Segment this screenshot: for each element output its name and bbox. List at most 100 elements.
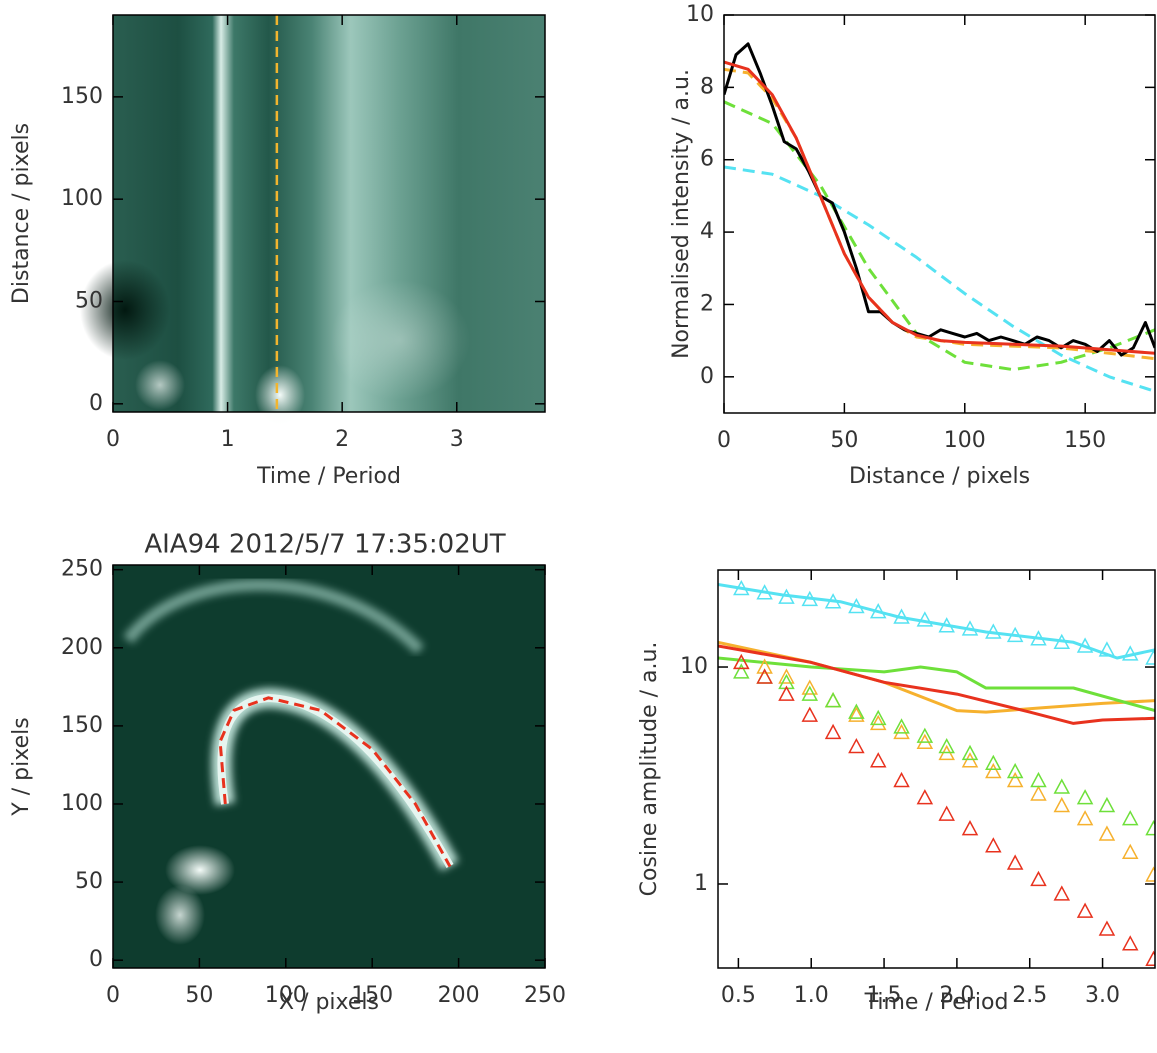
triangle-marker: [1098, 641, 1116, 657]
triangle-marker: [756, 584, 773, 600]
x-tick-label: 1.5: [867, 983, 902, 1008]
y-tick-label: 0: [700, 364, 714, 389]
triangle-marker: [869, 603, 887, 619]
triangle-marker: [1006, 762, 1024, 779]
y-axis-label: Cosine amplitude / a.u.: [637, 642, 662, 897]
x-axis-label: Distance / pixels: [849, 464, 1030, 489]
triangle-marker: [938, 617, 955, 633]
triangle-marker: [916, 611, 934, 627]
y-axis-label: Distance / pixels: [9, 123, 34, 304]
triangle-marker: [756, 668, 773, 684]
triangle-marker: [1053, 633, 1071, 650]
triangle-marker: [961, 820, 979, 836]
plot-area: [218, 696, 452, 868]
triangle-marker: [1145, 866, 1155, 882]
triangle-marker: [1121, 935, 1139, 951]
y-tick-label: 0: [89, 391, 103, 416]
y-tick-label: 50: [75, 869, 103, 894]
series-line: [724, 42, 1155, 357]
triangle-marker: [801, 679, 819, 695]
x-tick-label: 0: [106, 427, 120, 452]
y-tick-label: 200: [61, 635, 103, 660]
x-tick-label: 100: [944, 428, 986, 453]
y-tick-label: 10: [680, 654, 708, 679]
x-tick-label: 1: [221, 427, 235, 452]
triangle-marker: [1030, 771, 1047, 788]
x-tick-label: 2.0: [939, 983, 974, 1008]
triangle-marker: [1053, 796, 1071, 813]
x-tick-label: 0: [106, 983, 120, 1008]
triangle-marker: [1030, 630, 1047, 646]
plot-area: [718, 579, 1155, 966]
x-axis-label: Time / Period: [256, 464, 401, 489]
triangle-marker: [824, 593, 842, 609]
triangle-marker: [916, 727, 934, 743]
triangle-marker: [893, 723, 910, 740]
x-tick-label: 50: [830, 428, 858, 453]
plot-area: [724, 42, 1155, 393]
triangle-marker: [1053, 885, 1071, 901]
x-tick-label: 3: [450, 427, 464, 452]
series-line: [718, 644, 1155, 725]
triangle-marker: [1053, 778, 1071, 794]
chart-title: AIA94 2012/5/7 17:35:02UT: [144, 530, 505, 560]
triangle-marker: [1098, 825, 1116, 841]
triangle-marker: [1121, 810, 1139, 826]
triangle-marker: [893, 608, 910, 624]
x-tick-label: 1.0: [794, 983, 829, 1008]
triangle-marker: [733, 663, 750, 679]
triangle-marker: [778, 685, 795, 701]
triangle-marker: [1121, 645, 1139, 661]
triangle-marker: [848, 706, 865, 722]
series-line: [718, 656, 1155, 713]
triangle-marker: [1098, 920, 1116, 936]
y-tick-label: 1: [694, 871, 708, 896]
triangle-marker: [1076, 810, 1094, 826]
x-axis-label: X / pixels: [279, 990, 379, 1015]
triangle-marker: [1121, 843, 1139, 860]
y-axis-label: Normalised intensity / a.u.: [669, 69, 694, 359]
triangle-marker: [1030, 870, 1047, 887]
y-tick-label: 8: [700, 74, 714, 99]
triangle-marker: [778, 588, 795, 604]
triangle-marker: [961, 744, 979, 761]
triangle-marker: [1006, 771, 1024, 788]
x-tick-label: 2: [335, 427, 349, 452]
y-tick-label: 2: [700, 291, 714, 316]
series-line: [724, 100, 1155, 372]
triangle-marker: [801, 590, 819, 607]
y-tick-label: 150: [61, 713, 103, 738]
loop-trace: [218, 696, 452, 868]
y-tick-label: 4: [700, 219, 714, 244]
triangle-marker: [1076, 902, 1094, 918]
triangle-marker: [824, 692, 842, 708]
triangle-marker: [893, 771, 910, 788]
series-line: [724, 60, 1155, 355]
triangle-marker: [1006, 854, 1024, 870]
x-axis-label: Time / Period: [864, 990, 1009, 1015]
triangle-marker: [985, 762, 1002, 779]
y-tick-label: 6: [700, 147, 714, 172]
triangle-marker: [1145, 820, 1155, 836]
axes-frame: [112, 564, 546, 969]
triangle-marker: [869, 709, 887, 726]
triangle-marker: [824, 692, 842, 708]
triangle-marker: [869, 752, 887, 768]
triangle-marker: [893, 718, 910, 734]
triangle-marker: [1098, 796, 1116, 813]
x-tick-label: 150: [1064, 428, 1106, 453]
x-tick-label: 0.5: [721, 983, 756, 1008]
triangle-marker: [961, 752, 979, 768]
decor-td-map: [80, 15, 545, 425]
x-tick-label: 100: [265, 983, 307, 1008]
triangle-marker: [756, 668, 773, 684]
triangle-marker: [756, 658, 773, 674]
axes-frame: [717, 569, 1156, 969]
x-tick-label: 150: [351, 983, 393, 1008]
triangle-marker: [1145, 649, 1155, 665]
y-tick-label: 150: [61, 84, 103, 109]
x-tick-label: 200: [438, 983, 480, 1008]
triangle-marker: [1076, 637, 1094, 653]
y-tick-label: 100: [61, 791, 103, 816]
